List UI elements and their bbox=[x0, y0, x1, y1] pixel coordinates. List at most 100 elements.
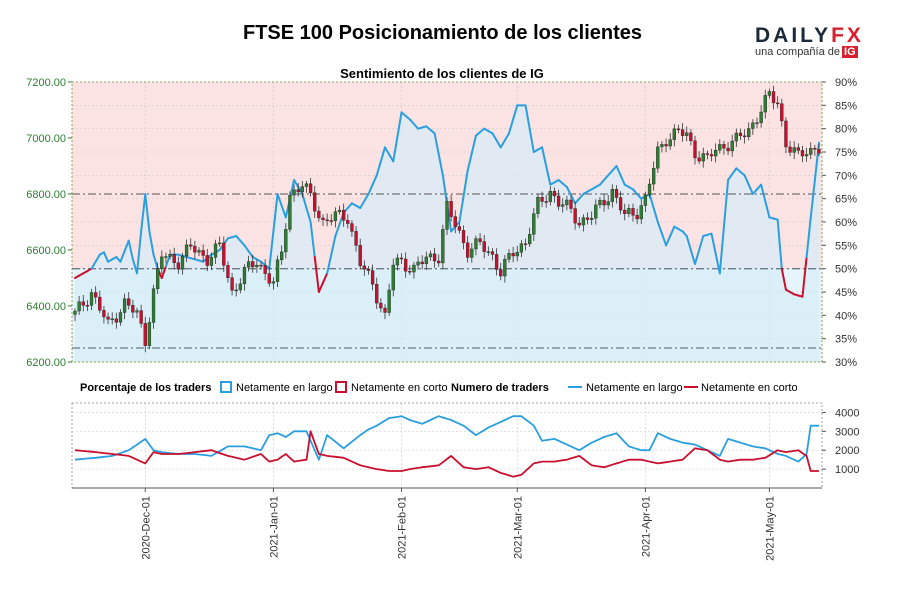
price-candle bbox=[776, 96, 780, 109]
price-candle bbox=[213, 239, 218, 264]
candle-body bbox=[424, 256, 428, 265]
candle-body bbox=[693, 140, 697, 159]
pct-line-segment bbox=[363, 193, 370, 202]
candle-body bbox=[507, 253, 511, 260]
candle-body bbox=[267, 273, 271, 284]
price-candle bbox=[441, 224, 445, 270]
date-tick-label: 2021-Apr-01 bbox=[640, 496, 652, 557]
bottom-panel: 1000 2000 3000 4000 bbox=[71, 402, 859, 489]
candle-body bbox=[792, 147, 796, 153]
pct-line-segment bbox=[301, 193, 308, 209]
price-candle bbox=[668, 133, 672, 150]
price-candle bbox=[652, 161, 656, 191]
date-tick-label: 2020-Dec-01 bbox=[140, 496, 152, 560]
candle-body bbox=[193, 245, 197, 253]
price-candle bbox=[156, 262, 160, 295]
candle-body bbox=[581, 217, 586, 226]
legend-pct-short-label: Netamente en corto bbox=[351, 382, 448, 394]
traders-tick-label: 3000 bbox=[835, 426, 859, 438]
pct-line-segment bbox=[751, 188, 758, 195]
candle-body bbox=[110, 318, 114, 321]
candle-body bbox=[313, 192, 317, 212]
pct-line-segment bbox=[119, 250, 126, 263]
candle-body bbox=[296, 189, 300, 193]
candle-body bbox=[89, 292, 94, 306]
price-candle bbox=[354, 226, 358, 252]
candle-body bbox=[387, 289, 391, 313]
candle-body bbox=[680, 129, 685, 136]
candle-body bbox=[751, 122, 755, 129]
pct-line-segment bbox=[499, 139, 506, 149]
pct-line-segment bbox=[462, 169, 469, 198]
candle-body bbox=[652, 167, 656, 185]
candle-body bbox=[412, 264, 416, 273]
price-candle bbox=[742, 129, 747, 144]
candle-body bbox=[494, 254, 499, 270]
candle-body bbox=[404, 258, 408, 272]
pct-line-segment bbox=[574, 197, 581, 205]
candle-body bbox=[676, 128, 681, 131]
price-candle bbox=[366, 266, 371, 275]
pct-line-segment bbox=[243, 244, 250, 253]
pct-line-segment bbox=[305, 207, 312, 223]
pct-line-segment bbox=[632, 188, 639, 195]
price-candle bbox=[246, 255, 251, 272]
pct-line-segment bbox=[367, 183, 374, 195]
candle-body bbox=[705, 153, 710, 155]
price-candle bbox=[784, 117, 788, 154]
price-candle bbox=[263, 259, 267, 281]
price-candle bbox=[85, 300, 90, 311]
price-candle bbox=[122, 293, 127, 320]
candle-body bbox=[308, 183, 313, 193]
price-tick-label: 7200.00 bbox=[26, 77, 66, 89]
price-candle bbox=[548, 186, 552, 206]
price-candle bbox=[507, 249, 511, 263]
pct-line-segment bbox=[272, 193, 279, 233]
price-candle bbox=[470, 243, 474, 263]
price-candle bbox=[383, 304, 387, 320]
candle-body bbox=[730, 140, 734, 152]
candle-body bbox=[614, 188, 619, 198]
candle-body bbox=[94, 292, 98, 298]
price-candle bbox=[693, 135, 697, 165]
pct-line-segment bbox=[102, 251, 110, 263]
price-candle bbox=[329, 214, 333, 226]
pct-line-segment bbox=[90, 260, 97, 270]
price-candle bbox=[726, 141, 730, 156]
price-candle bbox=[705, 150, 710, 160]
pct-line-segment bbox=[689, 249, 696, 265]
price-candle bbox=[788, 140, 792, 157]
pct-line-segment bbox=[392, 135, 399, 163]
price-candle bbox=[771, 85, 776, 110]
candle-body bbox=[122, 298, 127, 313]
candle-body bbox=[395, 257, 400, 266]
pct-line-segment bbox=[239, 239, 246, 247]
price-candle bbox=[391, 258, 395, 297]
pct-line-segment bbox=[140, 193, 147, 233]
candle-body bbox=[85, 305, 90, 307]
candle-body bbox=[544, 201, 548, 203]
candle-body bbox=[565, 199, 569, 205]
price-candle bbox=[474, 235, 478, 256]
pct-line-segment bbox=[660, 232, 668, 247]
price-candle bbox=[627, 204, 631, 218]
candle-body bbox=[664, 144, 668, 147]
candle-body bbox=[573, 208, 577, 224]
price-candle bbox=[280, 245, 284, 265]
price-candle bbox=[639, 199, 643, 224]
pct-tick-label: 90% bbox=[835, 77, 857, 89]
price-candle bbox=[313, 186, 317, 218]
candle-body bbox=[238, 283, 242, 291]
pct-line-segment bbox=[665, 235, 672, 247]
price-candle bbox=[623, 203, 627, 221]
candle-body bbox=[780, 103, 784, 122]
candle-body bbox=[304, 183, 309, 187]
candle-body bbox=[263, 265, 267, 274]
pct-line-segment bbox=[809, 179, 816, 219]
price-candle bbox=[160, 250, 164, 274]
price-candle bbox=[751, 119, 755, 135]
pct-line-segment bbox=[458, 195, 465, 223]
price-candle bbox=[792, 141, 796, 160]
legend-pct-long-swatch bbox=[220, 381, 232, 393]
